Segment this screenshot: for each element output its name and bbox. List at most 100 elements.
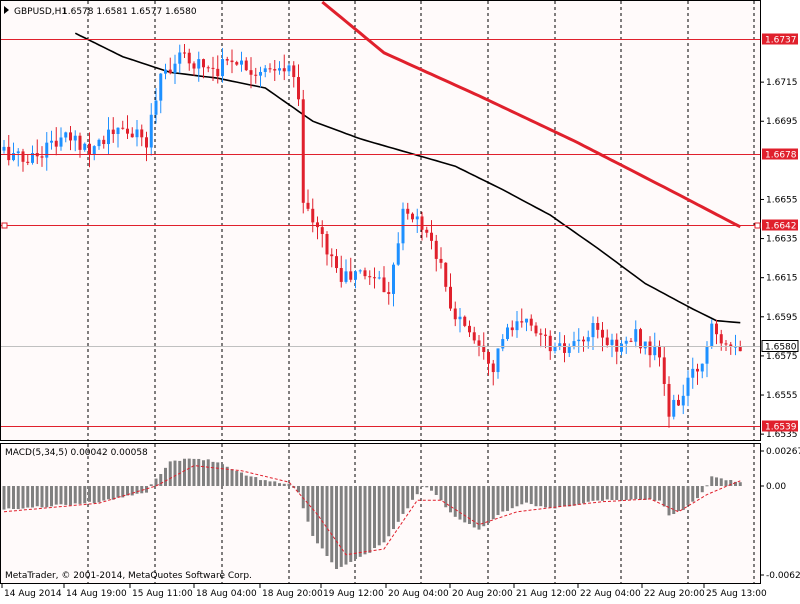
price-y-label-2: 1.6655 <box>766 195 798 205</box>
ma-slow-line <box>321 0 741 229</box>
macd-bar <box>411 486 414 500</box>
candle-body <box>401 208 405 244</box>
macd-frame <box>0 443 761 584</box>
macd-bar <box>738 482 742 486</box>
macd-bar <box>311 486 315 536</box>
price-plot-area[interactable] <box>0 0 760 440</box>
macd-bar <box>382 486 386 543</box>
level-handle-left[interactable] <box>1 222 8 229</box>
macd-bar <box>88 486 91 502</box>
macd-bar <box>387 486 391 537</box>
macd-bar <box>230 469 234 486</box>
candle-body <box>529 318 533 326</box>
candle-body <box>249 70 253 75</box>
macd-bar <box>582 486 585 504</box>
price-y-axis: 1.6715 1.6695 1.6655 1.6635 1.6615 1.6595 1.65… <box>760 78 798 440</box>
candle-body <box>240 60 243 65</box>
macd-bar <box>140 486 144 494</box>
x-axis-label-2: 15 Aug 11:00 <box>132 589 193 599</box>
macd-bar <box>658 486 661 501</box>
candle-body <box>192 63 196 69</box>
candle-body <box>225 59 229 61</box>
macd-bar <box>183 458 186 486</box>
macd-bar <box>244 475 248 486</box>
candle-body <box>605 337 609 346</box>
candle-body <box>50 140 53 143</box>
candle-body <box>16 151 20 154</box>
candle-body <box>183 52 186 54</box>
price-y-label-8: 1.6535 <box>766 430 798 440</box>
macd-bar <box>510 486 514 509</box>
macd-bar <box>64 486 68 505</box>
macd-bar <box>463 486 467 523</box>
candle-body <box>83 143 87 150</box>
candle-body <box>715 323 718 335</box>
candle-body <box>349 271 353 280</box>
price-y-label-3: 1.6635 <box>766 235 798 245</box>
candle-body <box>662 357 666 384</box>
level-tag-text-2: 1.6642 <box>765 222 797 232</box>
level-handle-right[interactable] <box>754 222 761 229</box>
candle-body <box>145 137 148 148</box>
candle-body <box>610 339 614 346</box>
macd-bar <box>681 486 685 511</box>
macd-bar <box>373 486 376 549</box>
price-y-label-5: 1.6595 <box>766 313 798 323</box>
price-y-label-6: 1.6575 <box>766 352 798 362</box>
level-tag-text-1: 1.6678 <box>765 151 797 161</box>
candle-body <box>107 129 110 145</box>
macd-bar <box>544 486 547 508</box>
macd-bar <box>206 459 210 486</box>
candle-body <box>168 69 172 74</box>
candle-body <box>45 142 49 158</box>
level-lines[interactable] <box>0 39 760 427</box>
macd-bar <box>529 486 533 505</box>
macd-bar <box>282 483 286 486</box>
macd-bar <box>97 486 101 503</box>
macd-bar <box>420 486 424 487</box>
macd-bar <box>515 486 519 507</box>
candle-body <box>197 59 201 69</box>
candle-body <box>420 216 424 230</box>
macd-bar <box>268 481 272 486</box>
candle-body <box>582 339 585 342</box>
level-tag-box-0 <box>762 33 798 45</box>
candle-body <box>491 363 495 373</box>
candle-body <box>73 135 77 141</box>
candle-body <box>178 52 182 64</box>
candle-body <box>615 339 619 352</box>
candle-body <box>558 343 562 347</box>
candle-body <box>78 135 82 150</box>
macd-bar <box>729 480 733 486</box>
macd-bar <box>202 460 205 486</box>
candle-body <box>116 127 120 135</box>
macd-bar <box>425 486 429 488</box>
candle-body <box>696 368 699 372</box>
candle-body <box>634 329 638 342</box>
candle-body <box>382 277 386 293</box>
candle-body <box>287 65 291 72</box>
macd-bar <box>639 486 642 500</box>
candle-body <box>301 99 305 203</box>
macd-bar <box>211 461 215 486</box>
candle-body <box>154 100 158 115</box>
macd-bar <box>396 486 400 522</box>
candle-body <box>135 129 139 138</box>
level-tag-text-3: 1.6539 <box>765 423 797 433</box>
candle-body <box>681 395 685 406</box>
macd-bar <box>368 486 372 553</box>
candle-body <box>64 132 68 138</box>
candle-body <box>187 52 191 64</box>
macd-bar <box>634 486 638 500</box>
macd-bar <box>719 478 723 486</box>
candle-body <box>292 65 296 78</box>
current-price-tag-box <box>761 340 799 352</box>
candle-body <box>734 346 737 348</box>
macd-bar <box>715 477 718 486</box>
candle-body <box>705 346 709 364</box>
candle-body <box>710 323 714 347</box>
macd-bar <box>662 486 666 507</box>
candle-body <box>434 240 438 259</box>
macd-bar <box>710 476 714 486</box>
